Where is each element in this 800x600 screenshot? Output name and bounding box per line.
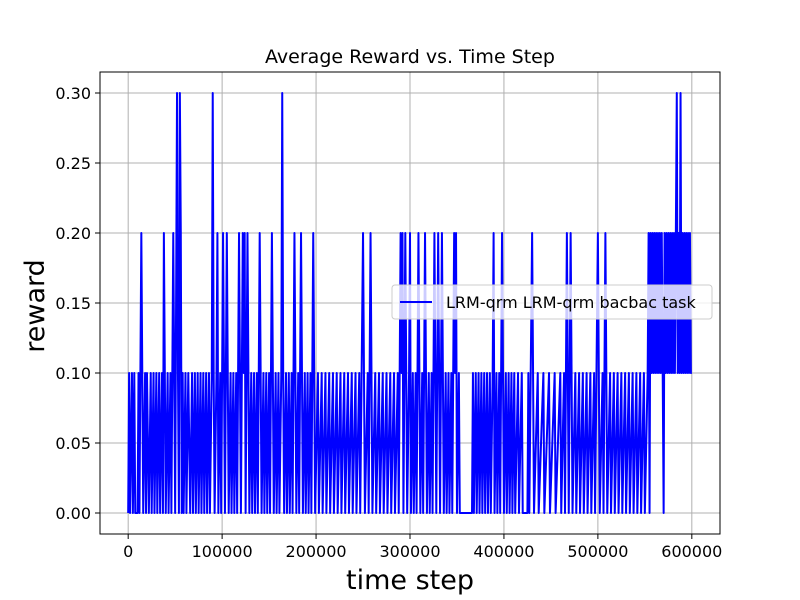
y-tick-label: 0.05 (55, 434, 91, 453)
x-tick-label: 200000 (286, 542, 347, 561)
x-axis-label: time step (346, 565, 474, 596)
y-tick-label: 0.10 (55, 364, 91, 383)
legend-box (391, 284, 713, 320)
x-tick-label: 600000 (661, 542, 722, 561)
legend: LRM-qrm LRM-qrm bacbac task (391, 284, 713, 320)
y-axis-label: reward (20, 259, 51, 353)
y-tick-label: 0.20 (55, 224, 91, 243)
y-axis-ticks: 0.00 0.05 0.10 0.15 0.20 0.25 0.30 (55, 84, 100, 523)
x-tick-label: 300000 (379, 542, 440, 561)
series-layer (127, 92, 692, 514)
y-tick-label: 0.30 (55, 84, 91, 103)
x-tick-label: 100000 (192, 542, 253, 561)
series-line (127, 92, 692, 514)
x-tick-label: 0 (123, 542, 133, 561)
y-tick-label: 0.00 (55, 504, 91, 523)
legend-label: LRM-qrm LRM-qrm bacbac task (446, 293, 696, 312)
y-tick-label: 0.15 (55, 294, 91, 313)
chart-title: Average Reward vs. Time Step (265, 46, 555, 68)
y-tick-label: 0.25 (55, 154, 91, 173)
x-tick-label: 500000 (567, 542, 628, 561)
x-tick-label: 400000 (473, 542, 534, 561)
x-axis-ticks: 0 100000 200000 300000 400000 500000 600000 (123, 534, 722, 561)
